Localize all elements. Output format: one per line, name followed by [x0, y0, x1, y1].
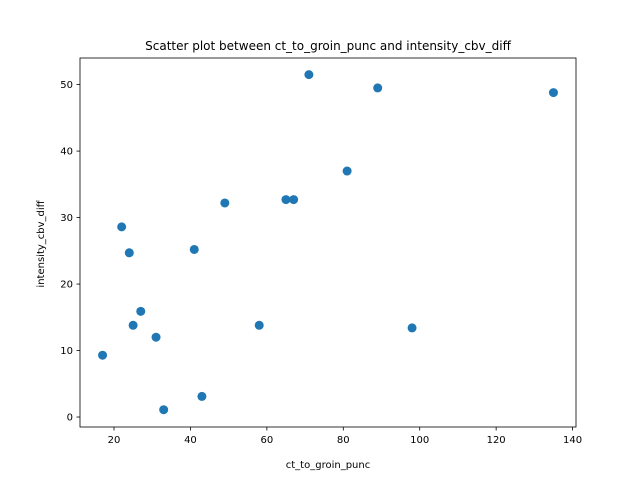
data-point — [289, 195, 299, 205]
y-tick-label: 0 — [67, 413, 73, 424]
x-axis: 20 40 60 80 100 120 140 — [108, 427, 582, 446]
data-point — [189, 244, 199, 254]
data-point — [98, 350, 108, 360]
data-point — [548, 88, 558, 98]
chart-title: Scatter plot between ct_to_groin_punc an… — [145, 39, 511, 53]
data-point — [124, 248, 134, 258]
data-point — [407, 323, 417, 333]
y-tick-label: 20 — [60, 280, 73, 291]
x-tick-label: 100 — [410, 435, 429, 446]
data-point — [342, 166, 352, 176]
x-tick-label: 20 — [108, 435, 121, 446]
y-tick-label: 10 — [60, 346, 73, 357]
data-point — [136, 306, 146, 316]
x-tick-label: 120 — [487, 435, 506, 446]
data-points — [98, 70, 558, 415]
x-axis-label: ct_to_groin_punc — [286, 460, 370, 471]
data-point — [281, 195, 291, 205]
data-point — [254, 320, 264, 330]
y-tick-label: 50 — [60, 80, 73, 91]
data-point — [159, 405, 169, 415]
data-point — [197, 391, 207, 401]
data-point — [220, 198, 230, 208]
y-axis: 0 10 20 30 40 50 — [60, 80, 80, 424]
data-point — [373, 83, 383, 93]
x-tick-label: 80 — [337, 435, 350, 446]
y-tick-label: 30 — [60, 213, 73, 224]
data-point — [151, 332, 161, 342]
data-point — [128, 320, 138, 330]
y-axis-label: intensity_cbv_diff — [36, 199, 47, 287]
plot-frame — [79, 57, 577, 428]
x-tick-label: 60 — [260, 435, 273, 446]
data-point — [117, 222, 127, 232]
plot-area — [79, 57, 577, 428]
x-tick-label: 140 — [563, 435, 582, 446]
data-point — [304, 70, 314, 80]
x-tick-label: 40 — [184, 435, 197, 446]
y-tick-label: 40 — [60, 147, 73, 158]
